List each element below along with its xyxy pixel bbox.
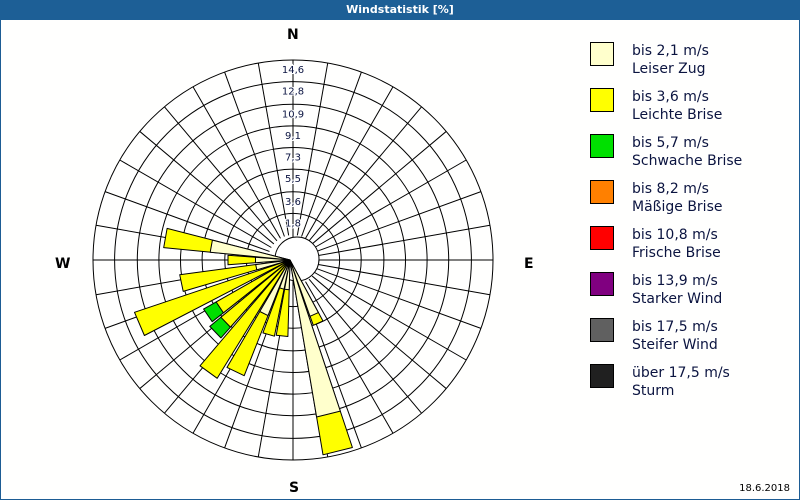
date-stamp: 18.6.2018 (739, 483, 790, 494)
wind-sector-bar (284, 259, 291, 291)
legend-swatch (590, 318, 614, 342)
ring-label: 14,6 (282, 65, 304, 76)
grid-spoke (311, 275, 447, 389)
grid-spoke (305, 86, 394, 239)
legend-swatch (590, 180, 614, 204)
legend-label: Steifer Wind (632, 337, 718, 353)
legend-swatch (590, 364, 614, 388)
ring-label: 1,8 (285, 218, 301, 229)
grid-spoke (192, 86, 281, 239)
legend-swatch (590, 134, 614, 158)
compass-north-label: N (287, 27, 299, 43)
wind-sector-bar (255, 256, 291, 264)
grid-spoke (139, 131, 275, 245)
legend-swatch (590, 88, 614, 112)
legend-range: bis 3,6 m/s (632, 89, 709, 105)
grid-spoke (311, 131, 447, 245)
grid-spoke (317, 224, 491, 257)
chart-title: Windstatistik [%] (0, 0, 800, 20)
grid-spoke (257, 62, 290, 236)
wind-sector-bar (209, 239, 291, 261)
ring-label: 5,5 (285, 174, 301, 185)
legend-range: bis 17,5 m/s (632, 319, 718, 335)
grid-spoke (308, 106, 422, 242)
legend-range: bis 13,9 m/s (632, 273, 718, 289)
compass-west-label: W (55, 256, 71, 272)
legend-swatch (590, 226, 614, 250)
grid-spoke (316, 191, 482, 252)
wind-sector-bar (289, 259, 341, 418)
compass-east-label: E (524, 256, 534, 272)
legend-label: Mäßige Brise (632, 199, 723, 215)
compass-south-label: S (289, 480, 300, 496)
legend-range: bis 10,8 m/s (632, 227, 718, 243)
wind-sector-bar (215, 259, 291, 314)
legend-range: über 17,5 m/s (632, 365, 730, 381)
grid-spoke (164, 106, 278, 242)
legend-range: bis 2,1 m/s (632, 43, 709, 59)
ring-label: 7,3 (285, 153, 301, 164)
wind-sector-bar (199, 259, 291, 379)
legend-swatch (590, 272, 614, 296)
legend-label: Frische Brise (632, 245, 721, 261)
ring-label: 12,8 (282, 87, 304, 98)
grid-spoke (301, 71, 362, 237)
legend-range: bis 8,2 m/s (632, 181, 709, 197)
grid-spoke (316, 268, 482, 329)
grid-spoke (314, 159, 467, 248)
legend-label: Schwache Brise (632, 153, 743, 169)
grid-spoke (317, 263, 491, 296)
grid-spoke (308, 278, 422, 414)
grid-spoke (314, 272, 467, 361)
wind-sector-bar (289, 259, 319, 317)
legend-label: Leichte Brise (632, 107, 723, 123)
grid-spoke (119, 159, 272, 248)
wind-sector-bar (134, 259, 291, 336)
grid-spoke (224, 71, 285, 237)
ring-label: 10,9 (282, 109, 304, 120)
wind-sectors (134, 227, 353, 456)
legend-range: bis 5,7 m/s (632, 135, 709, 151)
legend-label: Sturm (632, 383, 675, 399)
wind-sector-bar (259, 259, 291, 317)
polar-grid (92, 59, 494, 461)
legend-swatch (590, 42, 614, 66)
wind-sector-bar (220, 259, 291, 328)
legend-label: Leiser Zug (632, 61, 706, 77)
grid-spoke (305, 281, 394, 434)
ring-label: 9,1 (285, 131, 301, 142)
ring-label: 3,6 (285, 197, 301, 208)
grid-spoke (104, 191, 270, 252)
grid-spoke (296, 62, 329, 236)
legend-label: Starker Wind (632, 291, 723, 307)
